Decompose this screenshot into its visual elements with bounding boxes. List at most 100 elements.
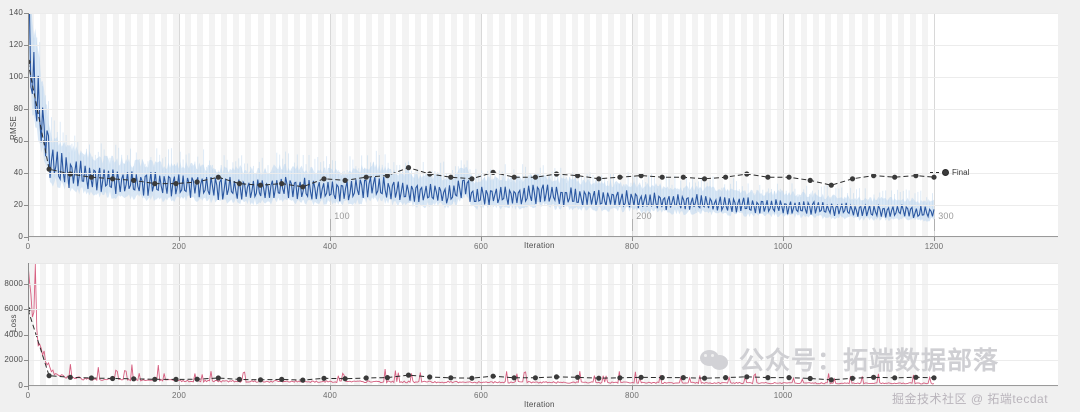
- rmse-legend[interactable]: Final: [930, 168, 969, 177]
- y-tick-label: 120: [9, 40, 23, 49]
- validation-marker: [88, 174, 94, 180]
- epoch-tick: [330, 219, 331, 231]
- validation-dashed-line: [28, 61, 935, 188]
- legend-dash-icon: [930, 172, 939, 173]
- x-tick: [934, 237, 935, 241]
- validation-marker: [871, 173, 877, 179]
- validation-marker: [680, 174, 686, 180]
- x-tick-label: 600: [474, 242, 488, 251]
- validation-marker: [744, 171, 750, 177]
- validation-marker: [575, 374, 581, 380]
- validation-marker: [46, 166, 52, 172]
- epoch-tick: [934, 219, 935, 231]
- gridline-horizontal: [28, 77, 1058, 78]
- validation-marker: [892, 174, 898, 180]
- x-tick-label: 0: [25, 242, 31, 251]
- rmse-training-line: [28, 14, 935, 219]
- validation-marker: [638, 173, 644, 179]
- validation-marker: [427, 374, 433, 380]
- y-tick: [24, 283, 28, 285]
- validation-marker: [511, 375, 517, 381]
- loss-y-axis-title: Loss: [9, 314, 18, 332]
- y-tick-label: 100: [9, 72, 23, 81]
- validation-marker: [786, 375, 792, 381]
- validation-marker: [67, 374, 73, 380]
- x-tick-label: 200: [172, 391, 186, 400]
- y-tick-label: 4000: [4, 329, 23, 339]
- validation-marker: [405, 165, 412, 171]
- validation-marker: [596, 375, 602, 381]
- loss-x-axis-title: Iteration: [524, 400, 555, 409]
- x-tick-label: 200: [172, 242, 186, 251]
- epoch-tick-label: 300: [938, 211, 954, 221]
- validation-marker: [469, 375, 475, 381]
- x-tick: [783, 237, 784, 241]
- validation-marker: [931, 174, 937, 180]
- x-tick: [179, 386, 180, 390]
- validation-marker: [807, 177, 813, 183]
- validation-marker: [638, 374, 644, 380]
- validation-marker: [786, 174, 792, 180]
- validation-marker: [321, 176, 327, 182]
- validation-marker: [236, 376, 242, 382]
- validation-marker: [807, 375, 813, 382]
- validation-marker: [680, 375, 686, 381]
- validation-marker: [659, 174, 665, 180]
- validation-marker: [300, 184, 306, 190]
- gridline-horizontal: [28, 360, 1058, 362]
- validation-marker: [46, 373, 52, 379]
- validation-marker: [152, 181, 158, 187]
- y-tick-label: 20: [13, 200, 23, 209]
- validation-marker: [427, 171, 433, 177]
- validation-marker: [913, 374, 919, 380]
- rmse-raw-band: [28, 14, 934, 222]
- x-tick: [330, 386, 331, 390]
- x-tick: [783, 386, 784, 390]
- validation-marker: [173, 376, 179, 382]
- rmse-plot-axes: [28, 13, 1058, 237]
- validation-marker: [532, 375, 538, 381]
- gridline-horizontal: [28, 173, 1058, 174]
- validation-marker: [110, 375, 116, 382]
- x-tick: [481, 386, 482, 390]
- x-tick-label: 600: [474, 391, 488, 400]
- validation-marker: [744, 374, 750, 380]
- y-tick: [24, 13, 28, 14]
- validation-marker: [321, 375, 327, 381]
- gridline-horizontal: [28, 386, 1058, 387]
- x-tick-label: 800: [625, 242, 639, 251]
- validation-marker: [236, 181, 242, 187]
- gridline-horizontal: [28, 334, 1058, 336]
- validation-marker: [871, 374, 877, 380]
- gridline-horizontal: [28, 205, 1058, 206]
- validation-marker: [448, 375, 454, 381]
- validation-marker: [448, 174, 454, 180]
- validation-marker: [828, 377, 834, 383]
- gridline-vertical: [330, 264, 331, 385]
- y-tick-label: 40: [13, 168, 23, 177]
- y-axis-line: [28, 263, 29, 386]
- validation-marker: [701, 176, 708, 182]
- y-tick: [24, 77, 28, 78]
- x-tick: [28, 386, 29, 390]
- validation-marker: [194, 376, 200, 382]
- y-tick-label: 60: [13, 136, 23, 145]
- validation-marker: [384, 375, 390, 381]
- validation-marker: [553, 171, 560, 177]
- y-tick: [24, 205, 28, 206]
- x-tick-label: 400: [323, 242, 337, 251]
- validation-marker: [892, 375, 898, 381]
- epoch-tick-label: 200: [636, 211, 652, 221]
- validation-marker: [765, 174, 771, 180]
- validation-marker: [67, 171, 73, 177]
- y-tick: [24, 141, 28, 142]
- validation-marker: [490, 373, 496, 379]
- gridline-vertical: [934, 14, 935, 236]
- x-tick: [632, 386, 633, 390]
- validation-marker: [723, 174, 729, 180]
- validation-marker: [257, 377, 264, 383]
- epoch-tick-label: 100: [334, 211, 350, 221]
- loss-plot-axes: [28, 263, 1058, 386]
- gridline-vertical: [179, 264, 180, 385]
- x-tick-label: 0: [25, 391, 31, 400]
